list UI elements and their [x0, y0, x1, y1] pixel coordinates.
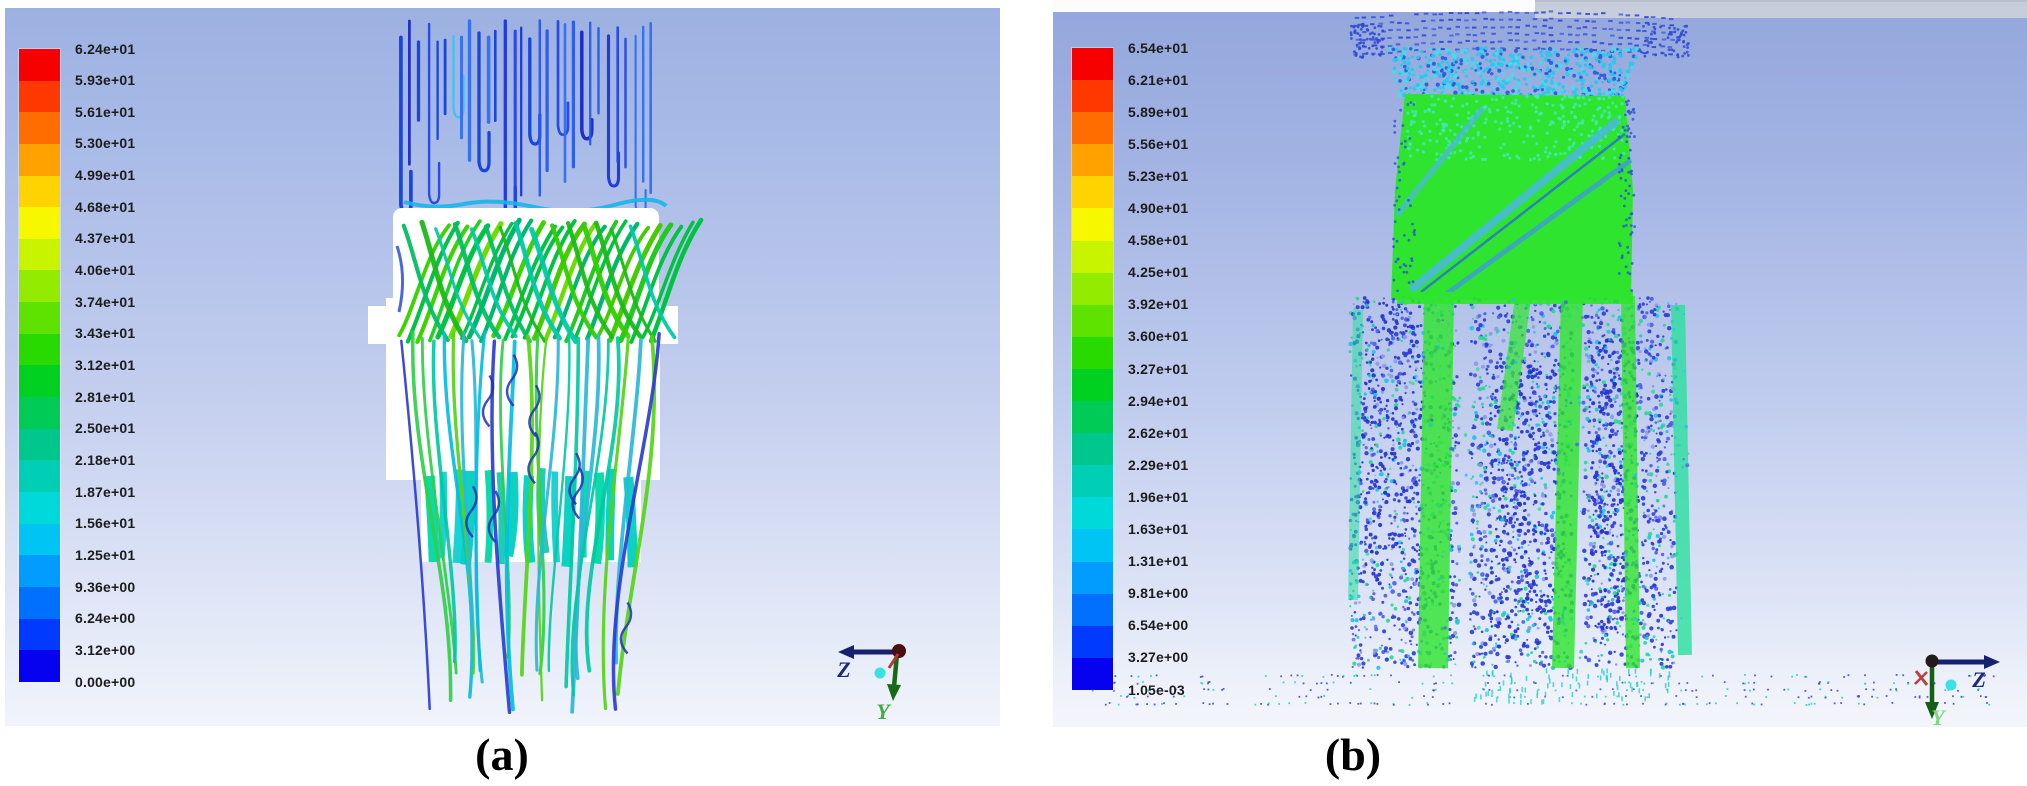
x-axis-origin-dot	[892, 644, 906, 658]
axis-triad-a: Z Y	[836, 644, 906, 724]
green-flow-bands	[1348, 292, 1692, 669]
top-white-strip	[1053, 0, 1535, 12]
mixing-zone-block	[1391, 94, 1636, 303]
panel-a: 6.24e+01 5.93e+01 5.61e+01 5.30e+01 4.99e+01…	[5, 8, 1000, 726]
origin-marker-dot	[874, 667, 886, 679]
inlet-vector-fan	[1349, 10, 1690, 59]
y-axis-label: Y	[876, 699, 892, 724]
subfigure-label-b: (b)	[1324, 729, 1382, 780]
x-axis-stub	[887, 653, 900, 669]
y-axis-label: Y	[1931, 705, 1947, 727]
top-gray-strip	[1535, 0, 2027, 18]
z-axis-label: Z	[1971, 667, 1985, 692]
swirl-streamlines	[395, 217, 704, 344]
x-axis-stub2	[1914, 671, 1928, 685]
y-axis-arrowhead	[887, 684, 901, 701]
downstream-streamlines	[400, 330, 661, 715]
x-axis-origin-dot	[1925, 654, 1939, 668]
y-axis-arrow	[891, 653, 900, 688]
z-axis-arrowhead	[838, 645, 854, 659]
z-axis-arrowhead	[1984, 655, 2000, 669]
origin-marker-dot	[1945, 679, 1957, 691]
streamline-plot-a	[368, 19, 704, 715]
subfigure-label-a: (a)	[475, 729, 529, 780]
axis-triad-b: Z Y	[1914, 654, 2000, 727]
outlet-sparse-vectors	[1086, 668, 1995, 706]
funnel-vectors	[1388, 46, 1642, 98]
vector-plot-b	[1086, 10, 1995, 706]
inlet-streamline-bundle	[399, 19, 668, 221]
panel-b: 6.54e+01 6.21e+01 5.89e+01 5.56e+01 5.23e+01…	[1053, 0, 2027, 727]
y-axis-arrowhead	[1925, 702, 1939, 719]
z-axis-label: Z	[836, 657, 850, 682]
